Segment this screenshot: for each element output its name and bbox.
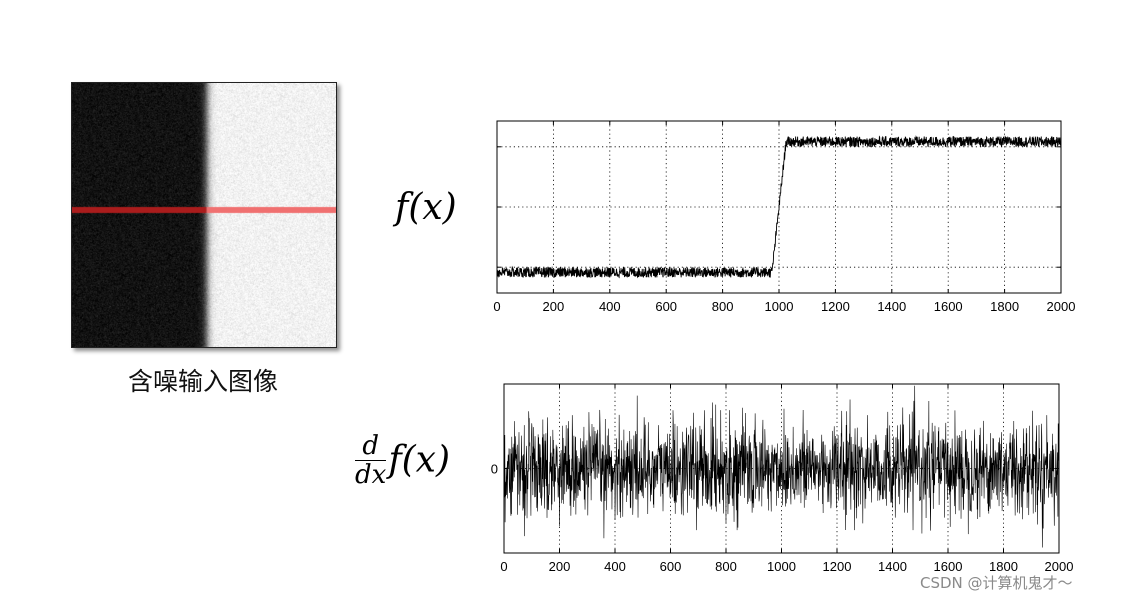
chart-1-xtick-label-10: 2000: [1045, 559, 1074, 574]
chart-0-xtick-label-0: 0: [493, 299, 500, 314]
chart-1-xtick-label-8: 1600: [934, 559, 963, 574]
chart-0-xtick-label-5: 1000: [765, 299, 794, 314]
chart-1-xtick-label-6: 1200: [823, 559, 852, 574]
chart-0-xtick-label-2: 400: [599, 299, 621, 314]
chart-0-xtick-label-8: 1600: [934, 299, 963, 314]
chart-0-xtick-label-6: 1200: [821, 299, 850, 314]
chart-1-xtick-label-1: 200: [549, 559, 571, 574]
derivative-numerator: d: [362, 431, 379, 461]
chart-0-xtick-label-1: 200: [543, 299, 565, 314]
chart-0-xtick-label-9: 1800: [990, 299, 1019, 314]
chart-0-series-line: [496, 135, 1062, 279]
chart-1-xtick-label-7: 1400: [878, 559, 907, 574]
input-image-caption: 含噪输入图像: [127, 367, 278, 396]
derivative-denominator: dx: [355, 460, 387, 490]
chart-1-xtick-label-9: 1800: [989, 559, 1018, 574]
chart-1-xtick-label-5: 1000: [767, 559, 796, 574]
chart-1-xtick-label-2: 400: [604, 559, 626, 574]
noisy-input-image: [71, 82, 337, 348]
chart-0-xtick-label-4: 800: [712, 299, 734, 314]
derivative-label: d dx f(x): [355, 432, 450, 489]
derivative-fraction: d dx: [355, 431, 387, 490]
chart-1-ytick-label-0: 0: [491, 462, 498, 477]
chart-1-xtick-label-0: 0: [500, 559, 507, 574]
signal-label: f(x): [395, 187, 457, 228]
chart-1-xtick-label-4: 800: [715, 559, 737, 574]
derivative-function: f(x): [388, 439, 451, 481]
chart-1-series-line: [503, 385, 1060, 548]
chart-0-xtick-label-7: 1400: [877, 299, 906, 314]
input-image-canvas: [72, 83, 336, 347]
chart-0-xtick-label-10: 2000: [1047, 299, 1076, 314]
watermark: CSDN @计算机鬼才～: [920, 574, 1073, 592]
chart-0-xtick-label-3: 600: [655, 299, 677, 314]
chart-1-xtick-label-3: 600: [660, 559, 682, 574]
